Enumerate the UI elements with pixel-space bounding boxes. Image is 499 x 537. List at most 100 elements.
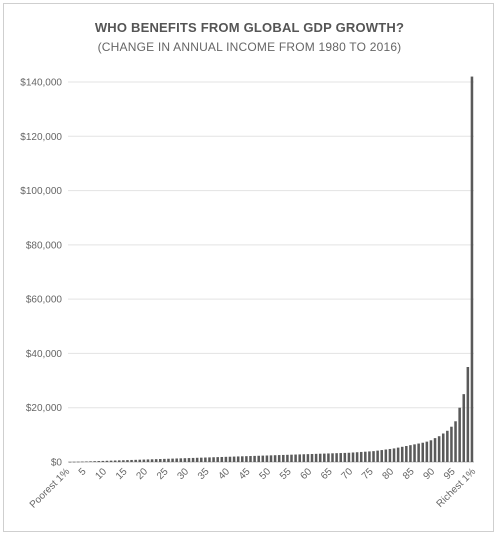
bar — [93, 461, 96, 462]
x-tick-label: 70 — [339, 466, 355, 482]
bar — [241, 456, 244, 462]
bar — [122, 460, 125, 462]
bar — [208, 457, 211, 462]
bar — [228, 456, 232, 462]
bar — [392, 448, 396, 462]
bar — [343, 452, 347, 462]
bar — [175, 458, 178, 462]
bar — [273, 455, 277, 462]
bar — [113, 460, 117, 462]
bars — [68, 76, 474, 463]
x-tick-label: 60 — [298, 466, 314, 482]
bar — [302, 454, 306, 462]
bar — [458, 407, 461, 462]
bar — [150, 459, 154, 462]
bar — [154, 459, 158, 462]
x-tick-label: 15 — [114, 466, 130, 482]
bar — [232, 456, 236, 462]
y-tick-label: $60,000 — [26, 295, 63, 306]
bar — [269, 455, 273, 462]
x-tick-label: 55 — [278, 466, 294, 482]
bar — [462, 394, 466, 462]
bar — [351, 452, 355, 462]
bar — [306, 454, 310, 462]
gridlines — [68, 81, 474, 463]
bar — [142, 459, 146, 462]
bar — [437, 436, 441, 462]
bar — [318, 453, 322, 462]
bar — [167, 458, 170, 462]
bar — [130, 459, 133, 462]
y-tick-label: $0 — [51, 458, 63, 469]
bar — [195, 457, 199, 462]
bar — [368, 451, 371, 462]
y-tick-label: $120,000 — [20, 132, 62, 143]
bar — [380, 450, 383, 462]
bar — [204, 457, 207, 462]
bar — [396, 447, 400, 462]
bar — [400, 446, 404, 462]
bar — [265, 455, 269, 462]
bar — [347, 452, 351, 462]
x-axis-tick-labels: Poorest 1% 5 10 15 20 25 30 35 40 45 50 55 60 65 70 75 8… — [28, 466, 478, 511]
bar — [179, 458, 183, 462]
y-tick-label: $80,000 — [26, 240, 63, 251]
bar — [220, 456, 224, 462]
bar — [81, 461, 84, 463]
bar — [425, 441, 429, 462]
bar — [323, 453, 326, 462]
bar — [405, 445, 408, 462]
bar — [134, 459, 137, 462]
bar — [146, 459, 150, 462]
bar — [163, 458, 166, 462]
bar — [224, 456, 228, 462]
bar — [421, 442, 425, 462]
bar — [470, 76, 474, 462]
x-tick-label: 25 — [155, 466, 171, 482]
bar — [138, 459, 142, 462]
bar — [290, 454, 293, 462]
bar — [76, 461, 80, 463]
bar — [117, 460, 121, 462]
y-tick-label: $20,000 — [26, 403, 63, 414]
x-tick-label: 85 — [401, 466, 417, 482]
bar — [429, 440, 433, 462]
bar — [245, 456, 248, 462]
x-tick-label: Richest 1% — [435, 466, 479, 510]
bar — [409, 445, 412, 462]
bar — [277, 455, 281, 462]
bar — [257, 455, 260, 462]
bar — [72, 461, 76, 463]
bar — [364, 451, 367, 462]
bar — [413, 444, 416, 462]
bar — [249, 456, 252, 462]
chart-title: WHO BENEFITS FROM GLOBAL GDP GROWTH? — [94, 20, 405, 35]
bar — [253, 455, 256, 462]
bar — [339, 453, 342, 462]
bar — [191, 457, 195, 462]
x-tick-label: 50 — [257, 466, 273, 482]
bar — [183, 458, 187, 462]
bar — [433, 438, 437, 462]
bar — [187, 458, 191, 462]
bar — [446, 430, 449, 462]
bar — [417, 443, 420, 462]
x-tick-label: 20 — [134, 466, 150, 482]
bar — [335, 453, 338, 462]
y-axis-tick-labels: $0 $20,000 $40,000 $60,000 $80,000 $100,000 $1… — [20, 78, 62, 469]
bar — [298, 454, 301, 462]
bar — [286, 454, 289, 462]
bar — [212, 457, 215, 462]
y-tick-label: $140,000 — [20, 78, 62, 89]
y-tick-label: $40,000 — [26, 349, 63, 360]
bar — [101, 460, 105, 462]
bar — [454, 421, 457, 462]
bar — [376, 450, 379, 462]
y-tick-label: $100,000 — [20, 186, 62, 197]
bar — [327, 453, 330, 462]
x-tick-label: 5 — [77, 466, 89, 478]
x-tick-label: 35 — [196, 466, 212, 482]
bar — [359, 451, 363, 462]
bar — [331, 453, 334, 462]
